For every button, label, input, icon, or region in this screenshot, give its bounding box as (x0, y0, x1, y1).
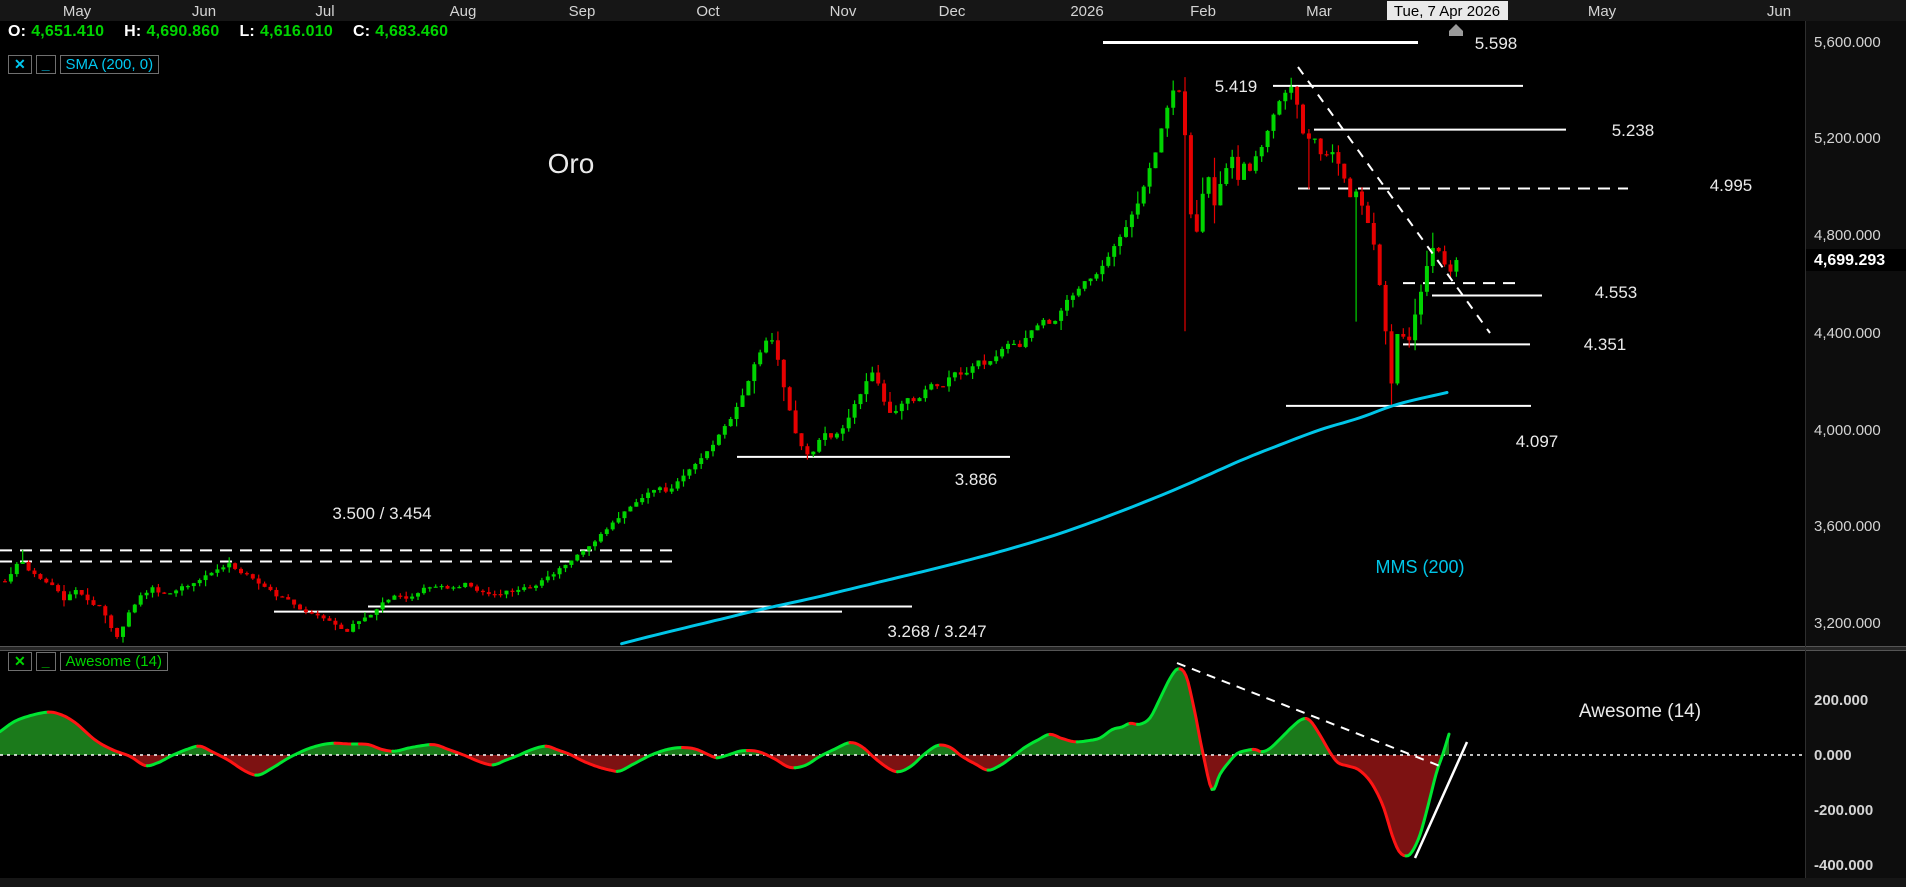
svg-text:Aug: Aug (450, 3, 477, 20)
top-time-axis[interactable]: May Jun Jul Aug Sep Oct Nov Dec 2026 Feb Mar May Jun… (63, 1, 1791, 36)
ohlc-close-label: C: (352, 23, 371, 40)
svg-text:Oro: Oro (548, 148, 595, 179)
svg-text:5.238: 5.238 (1612, 121, 1655, 140)
ohlc-open-label: O: (8, 23, 27, 40)
ohlc-readout: O: 4,651.410 H: 4,690.860 L: 4,616.010 C… (8, 23, 448, 41)
svg-text:Oct: Oct (696, 3, 720, 20)
svg-text:200.000: 200.000 (1814, 692, 1868, 709)
support-resistance-levels: 5.598 5.419 5.238 4.995 4.553 4.351 4.097 3.886… (0, 34, 1752, 641)
ohlc-close: C: 4,683.460 (353, 23, 448, 41)
svg-text:3.886: 3.886 (955, 470, 998, 489)
svg-text:Feb: Feb (1190, 3, 1216, 20)
svg-text:Sep: Sep (569, 3, 596, 20)
svg-text:5.598: 5.598 (1475, 34, 1518, 53)
svg-text:3.268 / 3.247: 3.268 / 3.247 (887, 622, 986, 641)
ohlc-high-label: H: (124, 23, 142, 40)
ohlc-low: L: 4,616.010 (239, 23, 333, 41)
svg-text:-200.000: -200.000 (1814, 802, 1873, 819)
ohlc-high-value: 4,690.860 (146, 23, 220, 40)
ohlc-close-value: 4,683.460 (375, 23, 449, 40)
sma-indicator-chip-row: ✕ _ SMA (200, 0) (8, 55, 160, 74)
awesome-close-button[interactable]: ✕ (8, 652, 32, 671)
svg-text:4,400.000: 4,400.000 (1814, 325, 1881, 342)
current-price-tag: 4,699.293 (1806, 249, 1906, 271)
svg-text:-400.000: -400.000 (1814, 857, 1873, 874)
sma-close-button[interactable]: ✕ (8, 55, 32, 74)
svg-text:Mar: Mar (1306, 3, 1332, 20)
svg-text:4,699.293: 4,699.293 (1814, 252, 1885, 269)
svg-text:5,200.000: 5,200.000 (1814, 130, 1881, 147)
svg-text:3,600.000: 3,600.000 (1814, 518, 1881, 535)
ohlc-low-label: L: (239, 23, 255, 40)
annotation-labels: Oro MMS (200) (548, 148, 1465, 577)
ohlc-open-value: 4,651.410 (31, 23, 105, 40)
sma-200-line (620, 391, 1449, 646)
svg-text:Jun: Jun (1767, 3, 1791, 20)
awesome-indicator-chip-row: ✕ _ Awesome (14) (8, 652, 168, 671)
ohlc-open: O: 4,651.410 (8, 23, 104, 41)
candlestick-series (3, 77, 1459, 643)
sma-indicator-label[interactable]: SMA (200, 0) (59, 55, 160, 74)
svg-text:May: May (1588, 3, 1617, 20)
svg-text:5,600.000: 5,600.000 (1814, 34, 1881, 51)
ohlc-low-value: 4,616.010 (259, 23, 333, 40)
svg-text:0.000: 0.000 (1814, 747, 1852, 764)
awesome-indicator-label[interactable]: Awesome (14) (59, 652, 168, 671)
svg-text:4.995: 4.995 (1710, 176, 1753, 195)
svg-text:Dec: Dec (939, 3, 966, 20)
svg-text:Jul: Jul (315, 3, 334, 20)
awesome-minimize-button[interactable]: _ (35, 652, 56, 671)
main-price-pane[interactable]: 5.598 5.419 5.238 4.995 4.553 4.351 4.097 3.886… (0, 34, 1752, 646)
svg-text:4.553: 4.553 (1595, 283, 1638, 302)
svg-text:MMS (200): MMS (200) (1375, 557, 1464, 577)
svg-text:3,200.000: 3,200.000 (1814, 615, 1881, 632)
svg-text:Tue, 7 Apr 2026: Tue, 7 Apr 2026 (1394, 3, 1500, 20)
svg-text:2026: 2026 (1070, 3, 1103, 20)
svg-text:Nov: Nov (830, 3, 857, 20)
svg-text:May: May (63, 3, 92, 20)
svg-text:4,800.000: 4,800.000 (1814, 227, 1881, 244)
svg-text:Awesome (14): Awesome (14) (1579, 701, 1701, 722)
svg-text:Jun: Jun (192, 3, 216, 20)
svg-text:4.097: 4.097 (1516, 432, 1559, 451)
svg-text:3.500 / 3.454: 3.500 / 3.454 (332, 504, 431, 523)
trendlines (1297, 66, 1491, 334)
right-price-axis[interactable]: 5,600.000 5,200.000 4,800.000 4,400.000 4,00… (1806, 34, 1906, 874)
svg-text:4,000.000: 4,000.000 (1814, 422, 1881, 439)
svg-text:5.419: 5.419 (1215, 77, 1258, 96)
ohlc-high: H: 4,690.860 (124, 23, 219, 41)
sma-minimize-button[interactable]: _ (35, 55, 56, 74)
price-marker-icon[interactable] (1449, 24, 1463, 36)
awesome-oscillator-pane[interactable]: Awesome (14) (0, 662, 1805, 859)
svg-text:4.351: 4.351 (1584, 335, 1627, 354)
selected-date-highlight (1387, 1, 1508, 20)
